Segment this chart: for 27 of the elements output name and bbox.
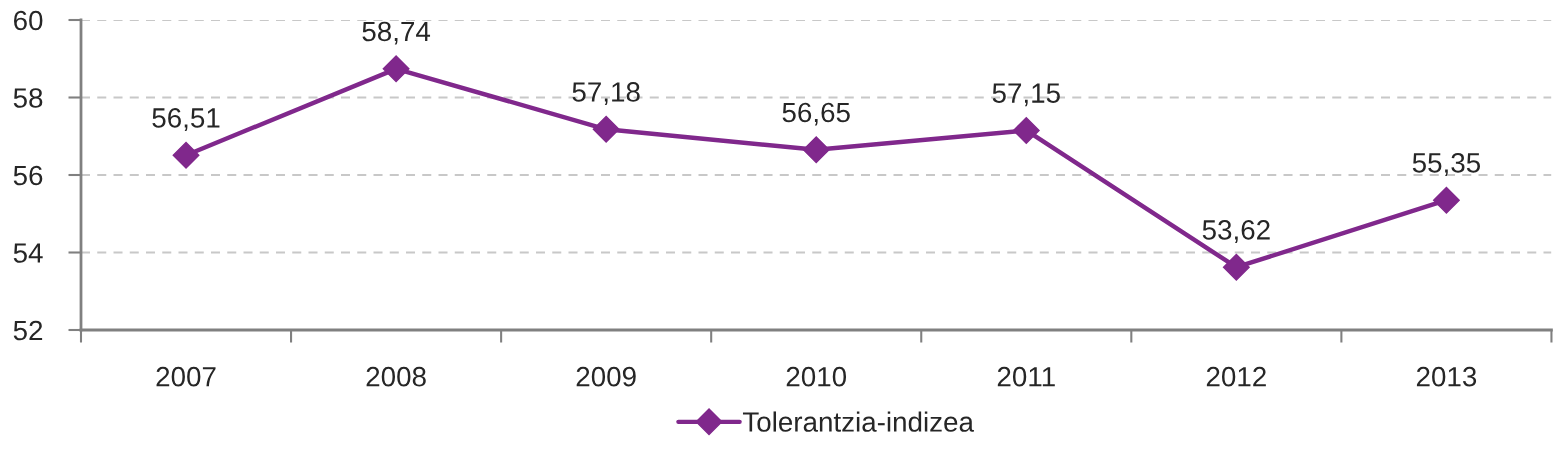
x-tick-label: 2012 xyxy=(1206,366,1266,387)
x-tick-label: 2011 xyxy=(997,366,1055,387)
x-tick-label: 2007 xyxy=(156,366,216,387)
data-label: 56,65 xyxy=(782,102,850,126)
data-label: 56,51 xyxy=(152,108,220,132)
data-label: 53,62 xyxy=(1202,220,1270,243)
data-label: 55,35 xyxy=(1412,153,1481,176)
x-tick-label: 2013 xyxy=(1416,366,1477,387)
x-tick-label: 2008 xyxy=(366,366,426,387)
data-label: 58,74 xyxy=(362,21,431,45)
point xyxy=(802,136,830,164)
point xyxy=(382,55,410,83)
x-tick-label: 2009 xyxy=(576,366,636,387)
y-tick-label: 58 xyxy=(13,88,43,108)
point xyxy=(592,115,620,143)
point xyxy=(1012,116,1040,144)
y-tick-label: 60 xyxy=(14,10,43,31)
point xyxy=(1222,253,1250,281)
data-label: 57,18 xyxy=(572,82,640,106)
y-tick-label: 56 xyxy=(13,165,43,186)
y-tick-label: 54 xyxy=(13,243,43,263)
y-tick-label: 52 xyxy=(13,320,43,341)
x-tick-label: 2010 xyxy=(786,366,847,387)
data-label: 57,15 xyxy=(992,83,1060,107)
point xyxy=(172,141,200,169)
legend-label: Tolerantzia-indizea xyxy=(742,411,974,432)
point xyxy=(1432,186,1460,214)
